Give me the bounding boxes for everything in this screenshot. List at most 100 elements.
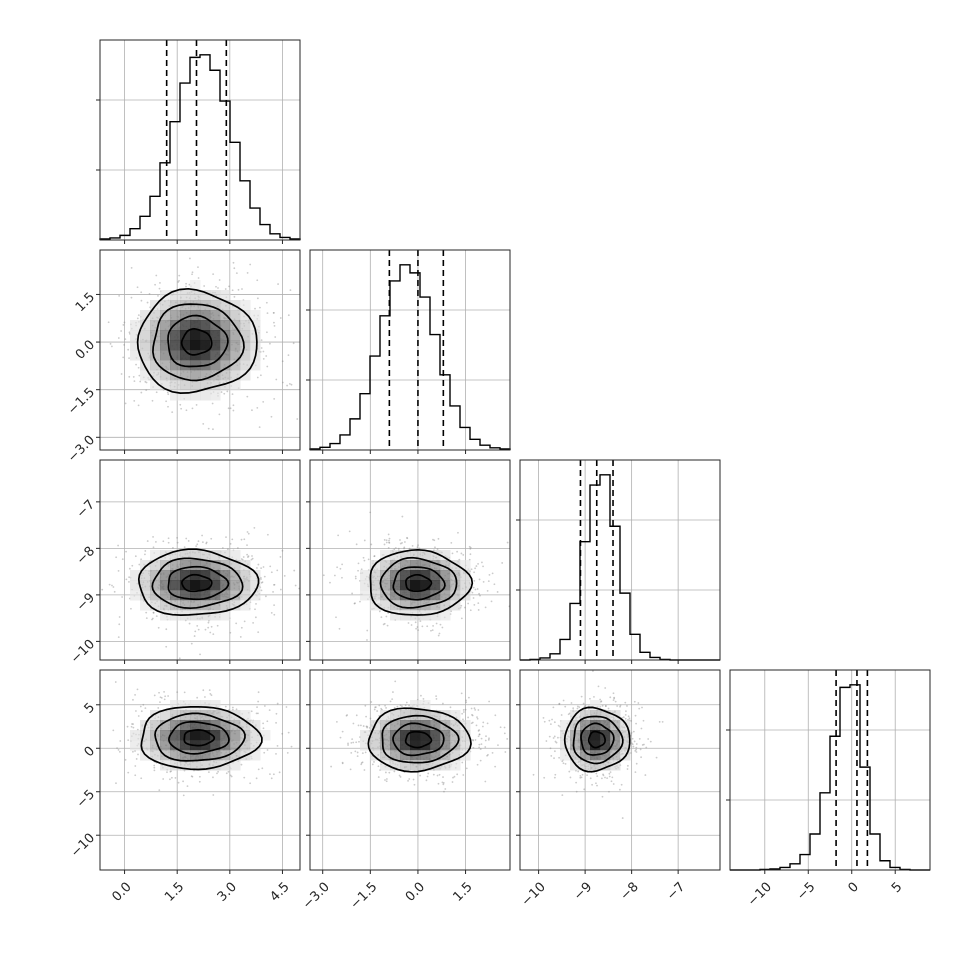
panel-0-3-density-cell <box>260 730 271 741</box>
panel-1-3-point <box>491 752 494 754</box>
panel-0-3-point <box>116 747 118 749</box>
panel-0-2-point <box>185 537 188 540</box>
panel-2-3-point <box>635 751 638 753</box>
panel-0-3-point <box>330 715 332 717</box>
panel-1-2-point <box>456 550 458 553</box>
panel-0-1-point <box>203 285 206 287</box>
panel-2-3-point <box>553 750 556 753</box>
panel-0-1-density-cell <box>190 340 201 351</box>
panel-0-3-density-cell <box>230 730 241 741</box>
panel-1-3-density-cell <box>390 760 401 771</box>
panel-0-2-density-cell <box>190 550 201 561</box>
panel-0-2-point <box>195 545 198 548</box>
panel-0-2-point <box>294 584 297 587</box>
panel-1-2-density-cell <box>370 590 381 601</box>
panel-0-2-point <box>152 611 155 614</box>
panel-0-3-density-cell <box>160 710 171 721</box>
panel-2-3-density-cell <box>590 730 601 741</box>
panel-0-3-point <box>153 766 156 769</box>
panel-2-3-point <box>549 747 552 750</box>
panel-0-1-density-cell <box>200 290 211 301</box>
panel-0-3-point <box>159 701 161 704</box>
panel-1-2-point <box>477 609 480 611</box>
panel-1-2-point <box>431 629 434 631</box>
panel-0-1-density-cell <box>200 390 211 401</box>
panel-0-2-point <box>131 564 134 567</box>
panel-2-3-point <box>553 735 556 738</box>
panel-2-3-point <box>612 692 615 695</box>
panel-0-2-density-cell <box>240 600 251 611</box>
panel-0-2-content <box>101 527 300 660</box>
panel-0-1-point <box>249 263 252 266</box>
panel-0-1-point <box>232 404 235 407</box>
panel-0-1-point <box>270 415 273 418</box>
panel-0-1-density-cell <box>190 290 201 301</box>
panel-0-3-point <box>269 773 271 776</box>
panel-0-3-point <box>144 707 147 710</box>
panel-1-2-density-cell <box>410 580 421 591</box>
panel-0-2-point <box>151 617 154 620</box>
panel-1-3-point <box>374 706 377 709</box>
panel-0-1-density-cell <box>210 330 221 341</box>
panel-2-3-point <box>552 706 555 709</box>
panel-1-3-point <box>476 716 478 718</box>
panel-0-3-point <box>275 721 277 724</box>
panel-0-1-point <box>281 360 284 363</box>
panel-1-2-density-cell <box>360 590 371 601</box>
panel-0-1-density-cell <box>150 350 161 361</box>
panel-1-3-density-cell <box>410 700 421 711</box>
panel-0-1-density-cell <box>230 380 241 391</box>
panel-0-3-point <box>256 706 258 709</box>
panel-0-3-point <box>275 712 278 715</box>
panel-0-2-point <box>254 608 256 611</box>
panel-1-2-point <box>482 565 484 568</box>
panel-2-3-point <box>593 695 595 698</box>
panel-1-3-point <box>396 705 399 708</box>
panel-0-3-density-cell <box>170 710 181 721</box>
panel-1-2-point <box>338 627 341 630</box>
panel-0-2-point <box>134 555 137 558</box>
panel-0-3-point <box>224 705 227 708</box>
panel-1-2-density-cell <box>400 590 411 601</box>
panel-0-1-density-cell <box>220 360 231 371</box>
y-tick-label-1-2: 0.0 <box>73 338 98 363</box>
panel-0-3-point <box>82 768 84 770</box>
panel-1-2-density-cell <box>440 590 451 601</box>
panel-0-1-density-cell <box>170 380 181 391</box>
panel-0-1-point <box>292 342 295 345</box>
panel-1-3-density-cell <box>410 760 421 771</box>
panel-1-3-point <box>487 738 490 741</box>
panel-0-1-point <box>235 272 238 274</box>
panel-0-1-density-cell <box>220 330 231 341</box>
hist-2-frame <box>519 459 721 661</box>
x-tick-label-2-0: −10 <box>519 880 549 910</box>
panel-0-1-point <box>228 285 230 288</box>
panel-0-2-contour-2 <box>151 557 244 610</box>
panel-0-3-point <box>225 772 228 775</box>
panel-1-3-point <box>364 751 367 754</box>
panel-0-2-point <box>112 586 115 588</box>
panel-1-2-density-cell <box>400 570 411 581</box>
panel-0-1-point <box>140 391 143 394</box>
panel-2-3-point <box>601 795 604 798</box>
panel-0-3-point <box>140 777 143 780</box>
panel-0-2-density-cell <box>170 560 181 571</box>
panel-0-2-density-cell <box>170 570 181 581</box>
panel-0-2-point <box>194 630 197 633</box>
panel-0-1-density-cell <box>190 380 201 391</box>
panel-1-3-contour-1 <box>392 722 445 757</box>
panel-0-1-point <box>274 336 277 338</box>
x-tick-label-2-2: −8 <box>618 880 642 904</box>
panel-0-1-point <box>191 407 194 410</box>
panel-2-3-point <box>616 705 619 707</box>
panel-0-1-density-cell <box>200 310 211 321</box>
panel-1-2-density-cell <box>460 570 471 581</box>
histogram-panel-0 <box>96 39 301 244</box>
panel-1-3-point <box>408 704 410 707</box>
panel-1-3-point <box>399 704 402 707</box>
panel-0-2-point <box>279 556 282 558</box>
panel-0-2-point <box>260 581 263 584</box>
panel-0-1-density-cell <box>180 290 191 301</box>
panel-1-3-density-cell <box>440 760 451 771</box>
panel-0-3-point <box>136 688 139 691</box>
